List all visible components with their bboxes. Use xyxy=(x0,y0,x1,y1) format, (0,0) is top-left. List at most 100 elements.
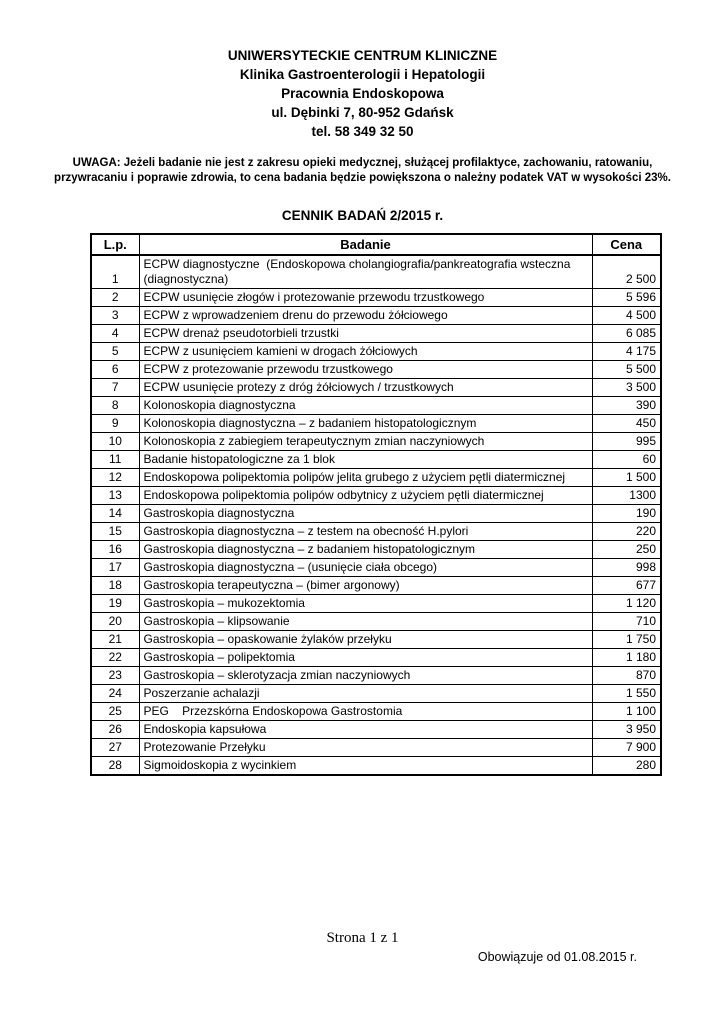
table-row: 4 ECPW drenaż pseudotorbieli trzustki 6 … xyxy=(90,324,662,343)
row-procedure-name: ECPW diagnostyczne (Endoskopowa cholangi… xyxy=(138,254,593,289)
row-number: 7 xyxy=(90,378,140,397)
row-number: 16 xyxy=(90,540,140,559)
row-price: 710 xyxy=(591,612,662,631)
row-procedure-name: Badanie histopatologiczne za 1 blok xyxy=(138,450,593,469)
row-price: 450 xyxy=(591,414,662,433)
price-table-header: L.p. Badanie Cena xyxy=(90,233,662,256)
header-row: L.p. Badanie Cena xyxy=(90,233,662,256)
row-procedure-name: Gastroskopia – klipsowanie xyxy=(138,612,593,631)
row-price: 280 xyxy=(591,756,662,776)
department-name: Pracownia Endoskopowa xyxy=(281,86,444,101)
column-header-lp: L.p. xyxy=(90,233,140,256)
row-procedure-name: Poszerzanie achalazji xyxy=(138,684,593,703)
organization-header: UNIWERSYTECKIE CENTRUM KLINICZNE Klinika… xyxy=(0,0,725,141)
row-procedure-name: PEG Przezskórna Endoskopowa Gastrostomia xyxy=(138,702,593,721)
table-row: 14 Gastroskopia diagnostyczna 190 xyxy=(90,504,662,523)
table-row: 9 Kolonoskopia diagnostyczna – z badanie… xyxy=(90,414,662,433)
column-header-badanie: Badanie xyxy=(138,233,593,256)
table-row: 28 Sigmoidoskopia z wycinkiem 280 xyxy=(90,756,662,776)
page-number: Strona 1 z 1 xyxy=(326,930,399,946)
row-number: 28 xyxy=(90,756,140,776)
table-row: 18 Gastroskopia terapeutyczna – (bimer a… xyxy=(90,576,662,595)
row-number: 22 xyxy=(90,648,140,667)
row-number: 24 xyxy=(90,684,140,703)
table-row: 15 Gastroskopia diagnostyczna – z testem… xyxy=(90,522,662,541)
row-price: 250 xyxy=(591,540,662,559)
table-row: 1 ECPW diagnostyczne (Endoskopowa cholan… xyxy=(90,254,662,289)
table-row: 2 ECPW usunięcie złogów i protezowanie p… xyxy=(90,288,662,307)
row-procedure-name: Gastroskopia – polipektomia xyxy=(138,648,593,667)
row-number: 15 xyxy=(90,522,140,541)
row-price: 6 085 xyxy=(591,324,662,343)
row-procedure-name: Gastroskopia diagnostyczna – z testem na… xyxy=(138,522,593,541)
row-procedure-name: ECPW z protezowanie przewodu trzustkoweg… xyxy=(138,360,593,379)
table-row: 16 Gastroskopia diagnostyczna – z badani… xyxy=(90,540,662,559)
row-price: 60 xyxy=(591,450,662,469)
row-price: 1 120 xyxy=(591,594,662,613)
row-price: 220 xyxy=(591,522,662,541)
table-row: 20 Gastroskopia – klipsowanie 710 xyxy=(90,612,662,631)
clinic-name: Klinika Gastroenterologii i Hepatologii xyxy=(239,67,486,82)
row-number: 5 xyxy=(90,342,140,361)
table-row: 10 Kolonoskopia z zabiegiem terapeutyczn… xyxy=(90,432,662,451)
row-price: 998 xyxy=(591,558,662,577)
column-header-cena: Cena xyxy=(591,233,662,256)
row-procedure-name: Gastroskopia – sklerotyzacja zmian naczy… xyxy=(138,666,593,685)
row-number: 18 xyxy=(90,576,140,595)
row-procedure-name: Protezowanie Przełyku xyxy=(138,738,593,757)
row-procedure-name: Gastroskopia diagnostyczna – z badaniem … xyxy=(138,540,593,559)
row-number: 17 xyxy=(90,558,140,577)
row-procedure-name: ECPW usunięcie protezy z dróg żółciowych… xyxy=(138,378,593,397)
row-procedure-name: Kolonoskopia z zabiegiem terapeutycznym … xyxy=(138,432,593,451)
row-price: 390 xyxy=(591,396,662,415)
row-procedure-name: Sigmoidoskopia z wycinkiem xyxy=(138,756,593,776)
table-row: 8 Kolonoskopia diagnostyczna 390 xyxy=(90,396,662,415)
row-price: 4 175 xyxy=(591,342,662,361)
row-number: 4 xyxy=(90,324,140,343)
row-price: 1 180 xyxy=(591,648,662,667)
row-number: 21 xyxy=(90,630,140,649)
row-procedure-name: ECPW drenaż pseudotorbieli trzustki xyxy=(138,324,593,343)
row-price: 7 900 xyxy=(591,738,662,757)
row-number: 14 xyxy=(90,504,140,523)
row-price: 1 100 xyxy=(591,702,662,721)
price-table: L.p. Badanie Cena 1 ECPW diagnostyczne (… xyxy=(90,233,662,776)
row-procedure-name: Endoskopia kapsułowa xyxy=(138,720,593,739)
row-number: 1 xyxy=(90,254,140,289)
row-price: 1 750 xyxy=(591,630,662,649)
row-number: 25 xyxy=(90,702,140,721)
table-row: 22 Gastroskopia – polipektomia 1 180 xyxy=(90,648,662,667)
table-row: 11 Badanie histopatologiczne za 1 blok 6… xyxy=(90,450,662,469)
table-row: 21 Gastroskopia – opaskowanie żylaków pr… xyxy=(90,630,662,649)
price-list-title: CENNIK BADAŃ 2/2015 r. xyxy=(281,208,444,223)
row-number: 13 xyxy=(90,486,140,505)
row-procedure-name: Endoskopowa polipektomia polipów jelita … xyxy=(138,468,593,487)
table-row: 19 Gastroskopia – mukozektomia 1 120 xyxy=(90,594,662,613)
table-row: 5 ECPW z usunięciem kamieni w drogach żó… xyxy=(90,342,662,361)
row-price: 5 596 xyxy=(591,288,662,307)
row-number: 6 xyxy=(90,360,140,379)
table-row: 24 Poszerzanie achalazji 1 550 xyxy=(90,684,662,703)
row-price: 3 500 xyxy=(591,378,662,397)
valid-from-date: Obowiązuje od 01.08.2015 r. xyxy=(477,950,637,964)
row-procedure-name: ECPW z wprowadzeniem drenu do przewodu ż… xyxy=(138,306,593,325)
table-row: 23 Gastroskopia – sklerotyzacja zmian na… xyxy=(90,666,662,685)
address-line: ul. Dębinki 7, 80-952 Gdańsk xyxy=(271,105,454,120)
row-number: 8 xyxy=(90,396,140,415)
table-row: 25 PEG Przezskórna Endoskopowa Gastrosto… xyxy=(90,702,662,721)
row-price: 1 500 xyxy=(591,468,662,487)
table-row: 3 ECPW z wprowadzeniem drenu do przewodu… xyxy=(90,306,662,325)
row-procedure-name: Gastroskopia – opaskowanie żylaków przeł… xyxy=(138,630,593,649)
row-procedure-name: Kolonoskopia diagnostyczna – z badaniem … xyxy=(138,414,593,433)
row-price: 870 xyxy=(591,666,662,685)
row-number: 3 xyxy=(90,306,140,325)
vat-notice: UWAGA: Jeżeli badanie nie jest z zakresu… xyxy=(54,157,671,184)
price-table-body: 1 ECPW diagnostyczne (Endoskopowa cholan… xyxy=(90,254,662,776)
row-procedure-name: ECPW usunięcie złogów i protezowanie prz… xyxy=(138,288,593,307)
table-row: 13 Endoskopowa polipektomia polipów odby… xyxy=(90,486,662,505)
row-price: 190 xyxy=(591,504,662,523)
table-row: 17 Gastroskopia diagnostyczna – (usunięc… xyxy=(90,558,662,577)
row-price: 3 950 xyxy=(591,720,662,739)
row-price: 2 500 xyxy=(591,254,662,289)
